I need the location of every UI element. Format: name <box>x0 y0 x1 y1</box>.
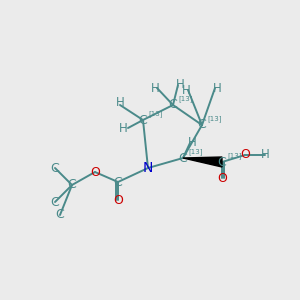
Text: C: C <box>51 196 59 208</box>
Text: C: C <box>198 118 206 131</box>
Text: H: H <box>118 122 127 134</box>
Polygon shape <box>183 157 222 167</box>
Text: C: C <box>178 152 188 164</box>
Text: [13]: [13] <box>207 116 221 122</box>
Text: H: H <box>151 82 159 94</box>
Text: C: C <box>218 155 226 169</box>
Text: H: H <box>213 82 221 94</box>
Text: H: H <box>176 79 184 92</box>
Text: C: C <box>68 178 76 191</box>
Text: C: C <box>56 208 64 221</box>
Text: O: O <box>90 166 100 178</box>
Text: O: O <box>113 194 123 206</box>
Text: [13]: [13] <box>188 148 202 155</box>
Text: C: C <box>169 98 177 112</box>
Text: H: H <box>182 83 190 97</box>
Text: C: C <box>51 161 59 175</box>
Text: O: O <box>217 172 227 184</box>
Text: H: H <box>188 136 196 149</box>
Text: [13]: [13] <box>227 153 242 159</box>
Text: N: N <box>143 161 153 175</box>
Text: [13]: [13] <box>148 111 163 117</box>
Text: C: C <box>139 113 147 127</box>
Text: C: C <box>114 176 122 188</box>
Text: [13]: [13] <box>178 96 193 102</box>
Text: H: H <box>116 97 124 110</box>
Text: H: H <box>261 148 269 161</box>
Text: O: O <box>240 148 250 161</box>
